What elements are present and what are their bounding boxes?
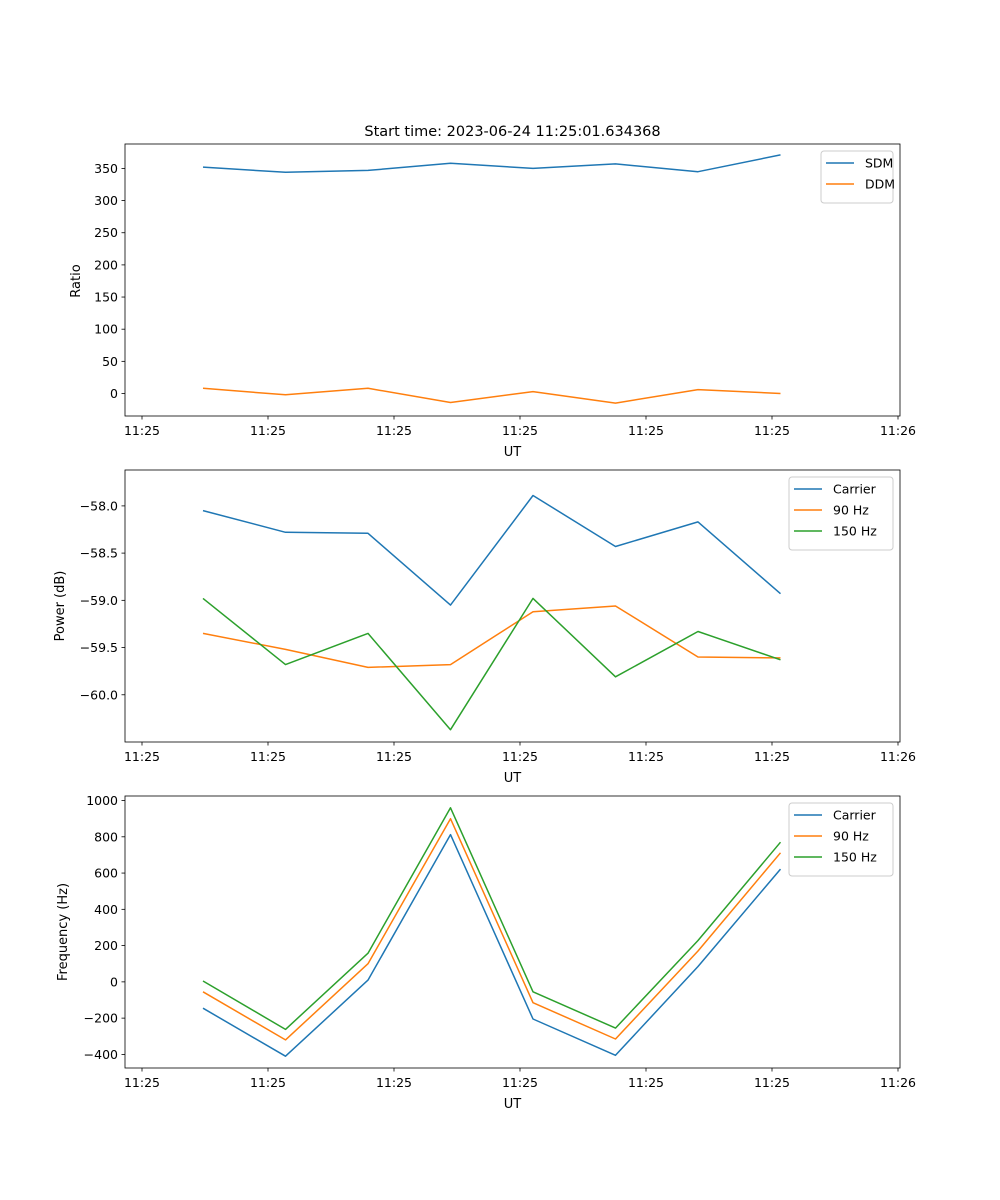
legend-label: 90 Hz xyxy=(833,829,869,844)
y-tick-label: −59.5 xyxy=(80,640,118,655)
x-tick-label: 11:25 xyxy=(628,749,664,764)
y-axis-label: Frequency (Hz) xyxy=(56,883,71,981)
x-tick-label: 11:25 xyxy=(376,423,412,438)
y-axis-label: Power (dB) xyxy=(53,571,68,642)
x-tick-label: 11:25 xyxy=(628,1075,664,1090)
legend-box xyxy=(820,150,894,204)
legend-label: 90 Hz xyxy=(833,503,869,518)
series-line-0 xyxy=(202,154,781,174)
series-line-1 xyxy=(202,817,782,1041)
y-tick-label: −60.0 xyxy=(80,687,118,702)
legend-label: 150 Hz xyxy=(833,850,877,865)
y-tick-label: 300 xyxy=(94,193,118,208)
y-tick-label: 1000 xyxy=(86,793,118,808)
series-line-0 xyxy=(202,833,782,1057)
x-tick-label: 11:25 xyxy=(754,423,790,438)
y-tick-label: 0 xyxy=(110,974,118,989)
x-tick-label: 11:26 xyxy=(880,1075,916,1090)
y-tick-label: 600 xyxy=(94,866,118,881)
ratio-chart: Start time: 2023-06-24 11:25:01.634368 U… xyxy=(69,124,916,460)
y-tick-label: −200 xyxy=(84,1011,118,1026)
x-tick-label: 11:26 xyxy=(880,423,916,438)
x-tick-label: 11:25 xyxy=(628,423,664,438)
y-tick-label: 400 xyxy=(94,902,118,917)
frequency-chart: UT Frequency (Hz) 11:25 11:25 11:25 11:25 11… xyxy=(56,793,916,1112)
x-tick-label: 11:25 xyxy=(250,749,286,764)
y-tick-label: 0 xyxy=(110,386,118,401)
x-tick-label: 11:25 xyxy=(124,749,160,764)
y-tick-label: −59.0 xyxy=(80,593,118,608)
y-tick-label: 50 xyxy=(102,354,118,369)
x-tick-label: 11:25 xyxy=(376,1075,412,1090)
y-tick-label: 150 xyxy=(94,290,118,305)
x-tick-label: 11:25 xyxy=(376,749,412,764)
chart-title: Start time: 2023-06-24 11:25:01.634368 xyxy=(364,124,660,140)
x-tick-label: 11:25 xyxy=(124,423,160,438)
y-tick-label: 100 xyxy=(94,322,118,337)
x-tick-label: 11:25 xyxy=(250,1075,286,1090)
y-tick-label: −400 xyxy=(84,1047,118,1062)
y-tick-label: −58.0 xyxy=(80,498,118,513)
x-axis-label: UT xyxy=(504,771,522,786)
legend: Carrier 90 Hz 150 Hz xyxy=(788,802,894,877)
y-tick-label: 200 xyxy=(94,938,118,953)
legend-label: DDM xyxy=(865,177,895,192)
legend-label: Carrier xyxy=(833,808,877,823)
x-tick-label: 11:25 xyxy=(502,423,538,438)
x-tick-label: 11:25 xyxy=(754,749,790,764)
plot-frame xyxy=(124,469,901,743)
x-tick-label: 11:25 xyxy=(250,423,286,438)
y-tick-label: 350 xyxy=(94,161,118,176)
legend-label: 150 Hz xyxy=(833,524,877,539)
x-tick-label: 11:25 xyxy=(502,749,538,764)
x-tick-label: 11:26 xyxy=(880,749,916,764)
x-tick-label: 11:25 xyxy=(754,1075,790,1090)
y-tick-label: 200 xyxy=(94,257,118,272)
power-chart: UT Power (dB) 11:25 11:25 11:25 11:25 11:25 1… xyxy=(53,469,916,786)
series-line-2 xyxy=(202,807,782,1031)
y-tick-label: 800 xyxy=(94,829,118,844)
x-tick-label: 11:25 xyxy=(124,1075,160,1090)
x-axis-label: UT xyxy=(504,445,522,460)
legend-label: SDM xyxy=(865,156,893,171)
y-axis-label: Ratio xyxy=(69,264,84,297)
series-line-0 xyxy=(202,494,781,606)
legend: Carrier 90 Hz 150 Hz xyxy=(788,476,894,551)
y-tick-label: 250 xyxy=(94,225,118,240)
plot-frame xyxy=(124,795,901,1069)
legend-label: Carrier xyxy=(833,482,877,497)
series-line-2 xyxy=(202,597,781,731)
legend: SDM DDM xyxy=(820,150,895,204)
series-line-1 xyxy=(202,605,781,669)
y-tick-label: −58.5 xyxy=(80,546,118,561)
x-tick-label: 11:25 xyxy=(502,1075,538,1090)
series-line-1 xyxy=(202,387,781,404)
x-axis-label: UT xyxy=(504,1097,522,1112)
plot-frame xyxy=(124,143,901,417)
